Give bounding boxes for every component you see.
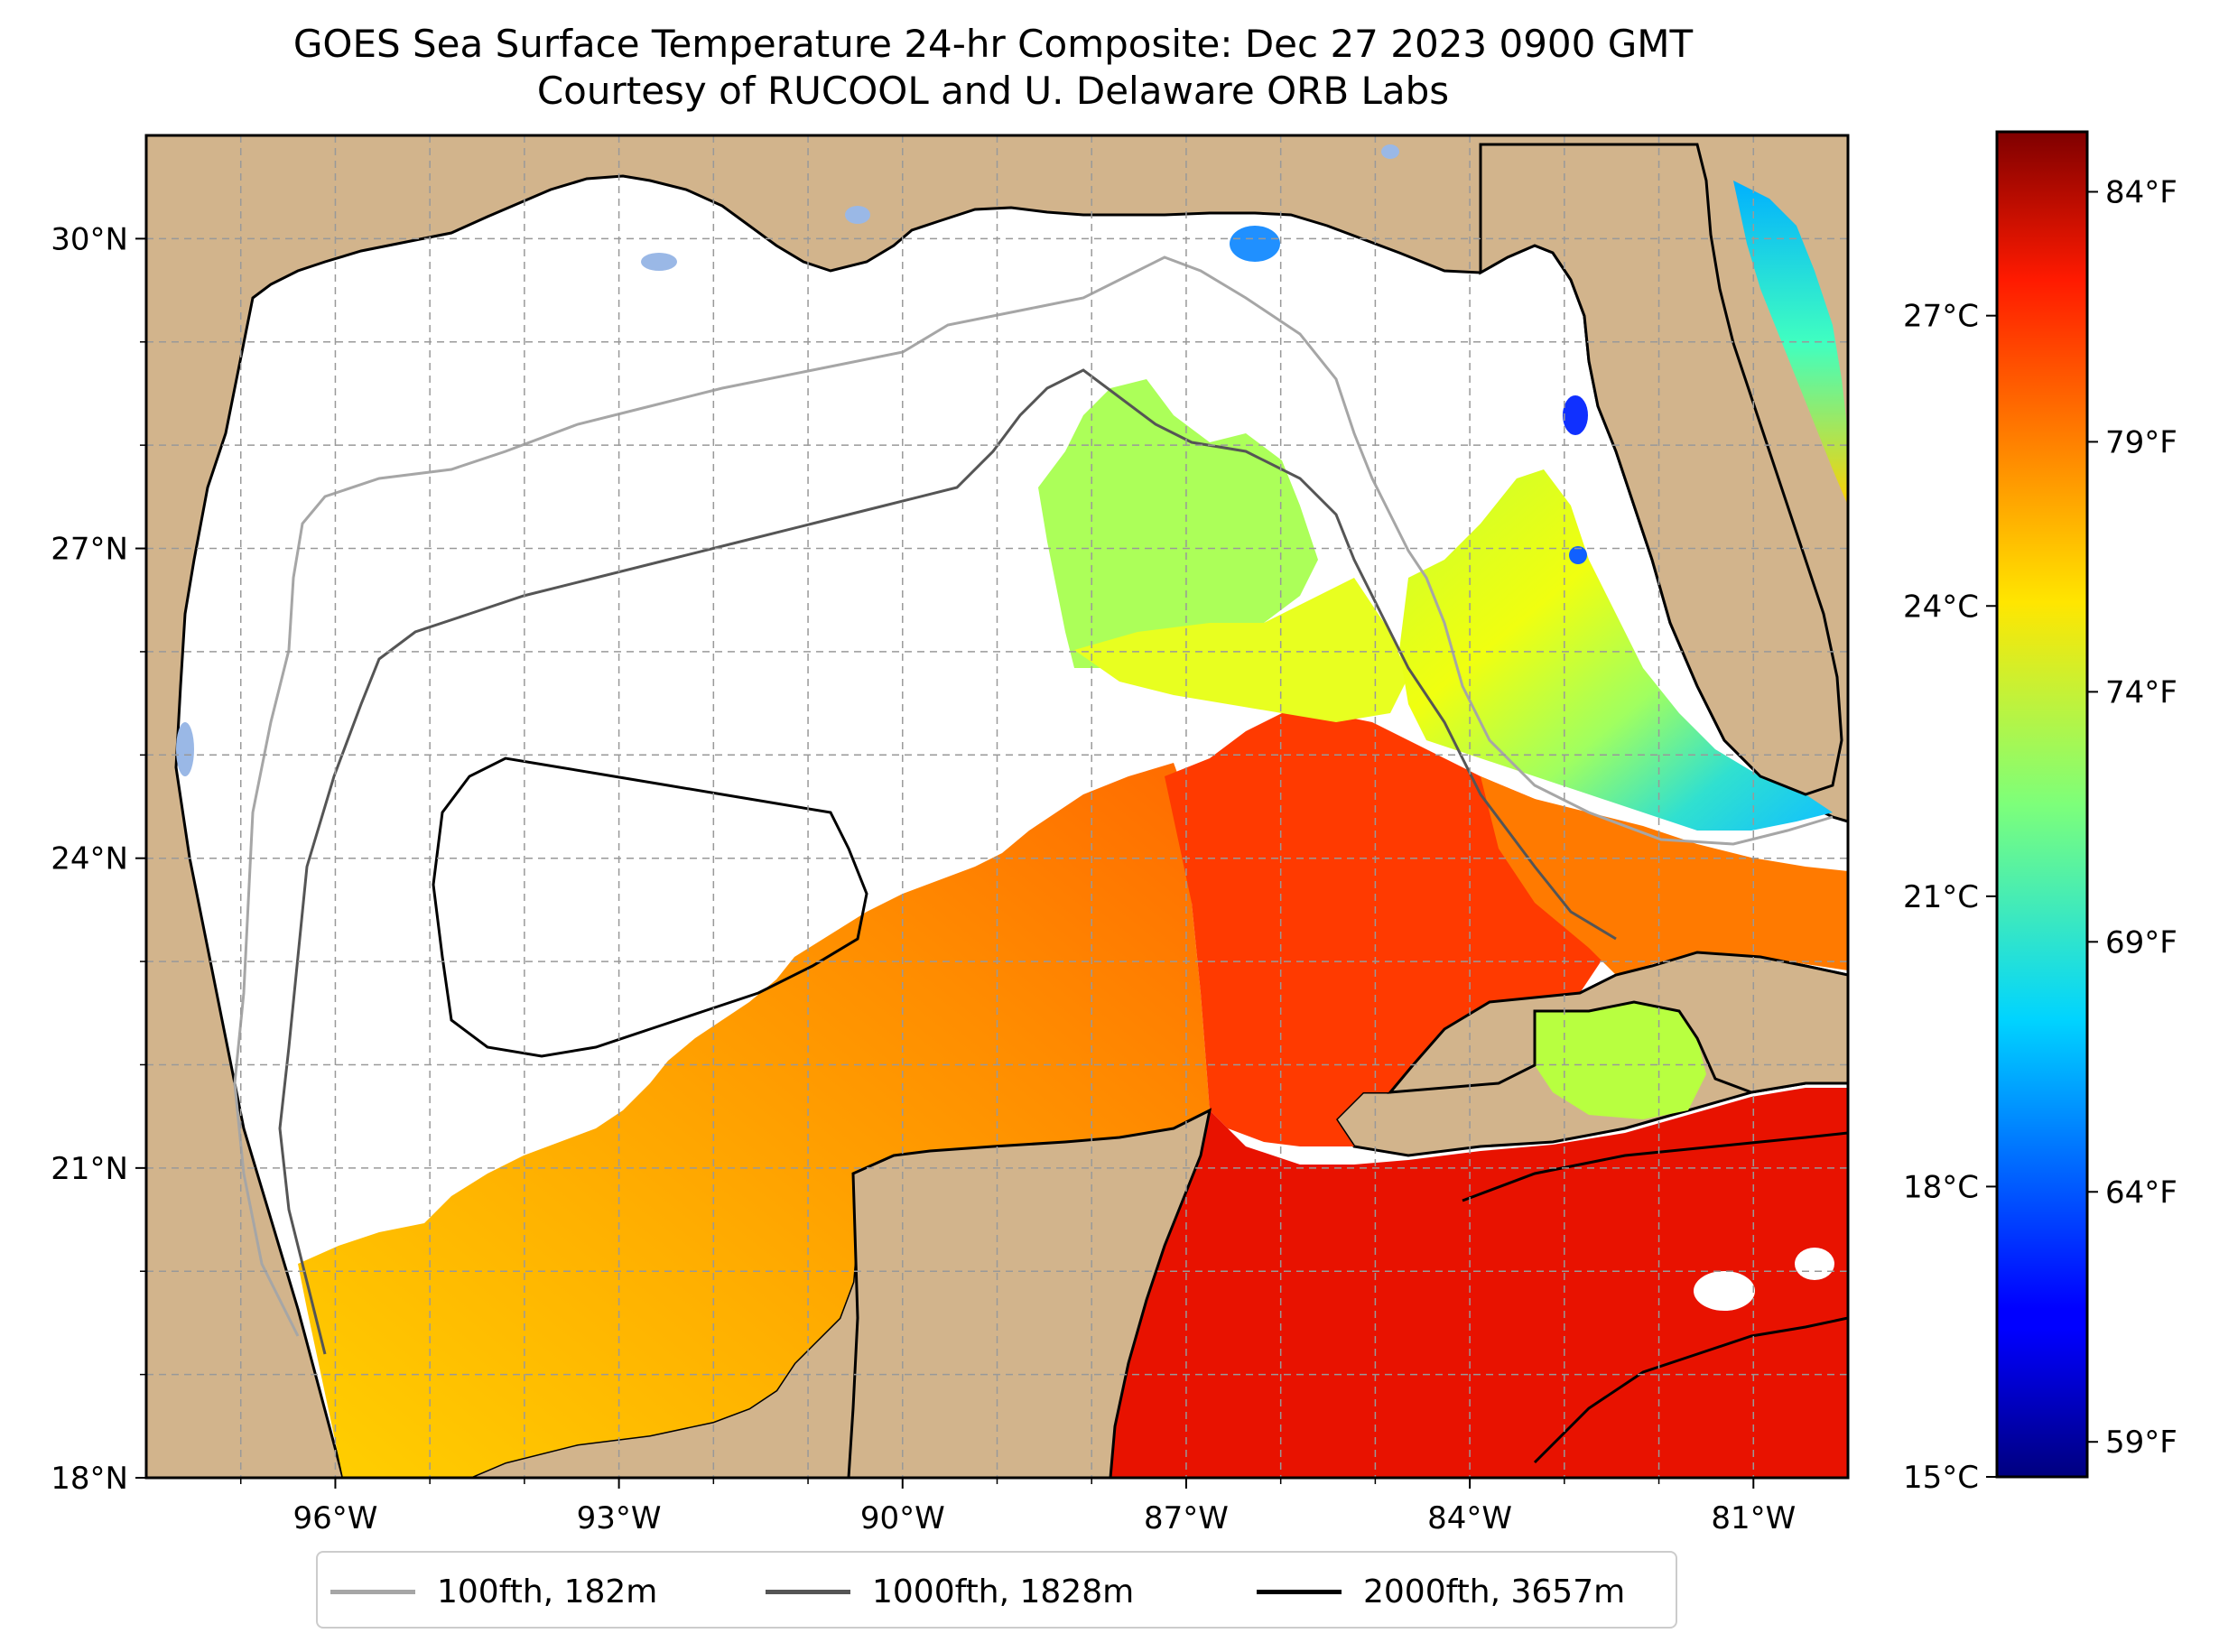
contour-2000fth-caribbean (1462, 1131, 1848, 1464)
lat-tick-label: 27°N (51, 532, 128, 568)
sst-batabano (1535, 1002, 1706, 1119)
legend-item-2000fth: 2000fth, 3657m (1257, 1553, 1625, 1630)
contour-2000fth (432, 756, 868, 1058)
florida-land (1479, 143, 1843, 796)
lon-tick-label: 87°W (1144, 1500, 1229, 1536)
contour-100fth (233, 255, 1834, 1337)
lon-tick-label: 81°W (1711, 1500, 1796, 1536)
legend-item-1000fth: 1000fth, 1828m (766, 1553, 1134, 1630)
legend-label-100fth: 100fth, 182m (437, 1573, 658, 1610)
sst-west-florida-shelf (1399, 469, 1833, 831)
legend-swatch-2000fth (1257, 1589, 1342, 1594)
legend-item-100fth: 100fth, 182m (330, 1553, 657, 1630)
cloud-gap (1795, 1248, 1834, 1280)
chart-title: GOES Sea Surface Temperature 24-hr Compo… (292, 22, 1694, 66)
lon-tick-label: 93°W (577, 1500, 662, 1536)
sst-florida-straits (1481, 776, 1848, 975)
lake (1381, 144, 1399, 159)
lat-tick-label: 24°N (51, 841, 128, 877)
legend-swatch-1000fth (766, 1589, 850, 1594)
grid-lines (146, 135, 1848, 1478)
sst-cold-patch (1230, 226, 1280, 262)
lake (176, 722, 194, 776)
cloud-gap (1694, 1271, 1755, 1311)
sst-cold-patch (1569, 546, 1587, 564)
lake (845, 206, 870, 224)
sst-atlantic-coast (1733, 181, 1848, 506)
lat-tick-label: 21°N (51, 1151, 128, 1187)
sst-west-band (298, 763, 1210, 1478)
legend-label-1000fth: 1000fth, 1828m (872, 1573, 1135, 1610)
legend-label-2000fth: 2000fth, 3657m (1363, 1573, 1626, 1610)
lon-tick-label: 90°W (860, 1500, 945, 1536)
cuba-land (1387, 951, 1848, 1094)
lake (641, 253, 677, 271)
lat-tick-label: 30°N (51, 221, 128, 257)
chart-subtitle: Courtesy of RUCOOL and U. Delaware ORB L… (536, 69, 1450, 113)
lon-tick-label: 84°W (1427, 1500, 1512, 1536)
map-axes: 96°W 93°W 90°W 87°W 84°W 81°W 30°N 27°N 24°N 21°N… (51, 221, 1796, 1536)
yucatan-land (847, 1108, 1212, 1478)
contour-1000fth (278, 368, 1617, 1355)
contour-legend: 100fth, 182m 1000fth, 1828m 2000fth, 365… (316, 1551, 1677, 1629)
lat-tick-label: 18°N (51, 1461, 128, 1497)
sst-ne-gulf-yellow (1074, 578, 1408, 722)
lon-tick-label: 96°W (292, 1500, 377, 1536)
legend-swatch-100fth (330, 1589, 415, 1594)
sst-cold-patch (1563, 395, 1588, 435)
